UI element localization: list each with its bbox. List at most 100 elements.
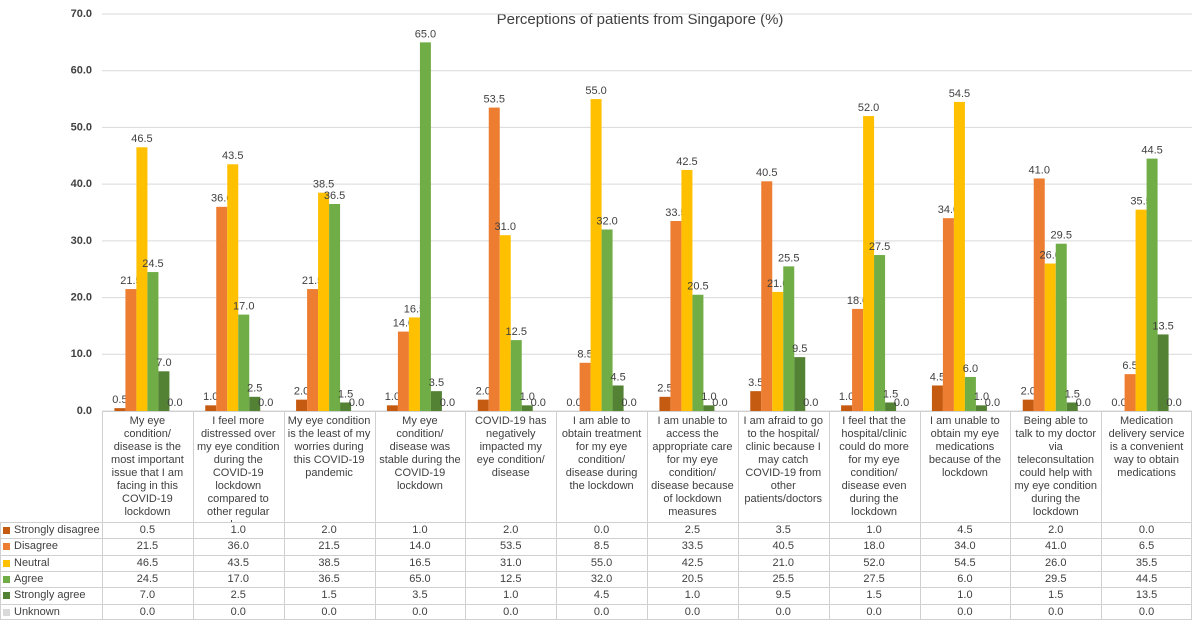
- table-cell: 29.5: [1045, 573, 1067, 585]
- table-cell: 21.5: [136, 540, 159, 553]
- data-label: 4.5: [610, 371, 625, 383]
- legend-entry: Disagree: [0, 538, 102, 554]
- bar: [205, 405, 217, 411]
- table-cell: 6.5: [1138, 540, 1155, 553]
- table-cell: 36.5: [318, 573, 340, 585]
- table-vline: [556, 411, 558, 620]
- data-label: 42.5: [676, 156, 697, 168]
- table-cell: 0.0: [1048, 605, 1064, 618]
- table-vline: [465, 411, 467, 620]
- data-label: 34.0: [938, 204, 959, 216]
- bar: [975, 405, 987, 411]
- table-cell: 0.0: [957, 605, 973, 618]
- data-label: 0.0: [566, 397, 581, 409]
- bar: [318, 192, 330, 411]
- data-label: 1.0: [839, 391, 854, 403]
- table-hline: [0, 603, 1192, 605]
- table-vline: [647, 411, 648, 620]
- table-vline: [1101, 411, 1103, 620]
- table-cell: 4.5: [593, 589, 610, 602]
- bar: [386, 405, 398, 411]
- table-vline: [102, 411, 103, 620]
- data-label: 46.5: [131, 133, 152, 145]
- bar: [692, 294, 704, 411]
- bar: [125, 289, 137, 411]
- category-label: COVID-19 has negatively impacted my eye …: [474, 415, 547, 479]
- bar: [158, 371, 170, 411]
- table-cell: 1.0: [230, 524, 246, 536]
- data-label: 27.5: [869, 241, 890, 253]
- data-label: 0.0: [531, 397, 546, 409]
- legend-entry: Agree: [0, 571, 102, 587]
- data-label: 26.0: [1040, 249, 1061, 261]
- table-cell: 13.5: [1135, 589, 1158, 602]
- data-label: 36.0: [211, 193, 232, 205]
- table-cell: 1.5: [321, 589, 337, 602]
- bar: [852, 308, 864, 411]
- table-hline: [0, 538, 1192, 540]
- bar: [1135, 209, 1147, 411]
- bar: [1055, 243, 1067, 411]
- table-vline: [192, 411, 194, 620]
- bar: [681, 169, 693, 411]
- bar: [296, 399, 308, 411]
- table-cell: 1.5: [866, 589, 882, 602]
- bar: [408, 317, 420, 411]
- table-cell: 14.0: [409, 540, 431, 553]
- data-label: 4.5: [930, 371, 945, 383]
- bar: [397, 331, 409, 411]
- table-cell: 0.0: [1138, 524, 1155, 536]
- legend-entry: Strongly agree: [0, 587, 102, 603]
- category-label: Being able to talk to my doctor via tele…: [1014, 415, 1098, 518]
- data-label: 9.5: [792, 343, 807, 355]
- bar: [238, 314, 250, 411]
- legend-swatch: [3, 559, 10, 567]
- data-label: 44.5: [1141, 145, 1162, 157]
- data-label: 38.5: [313, 179, 334, 191]
- table-vline: [828, 411, 830, 620]
- table-hline: [0, 522, 1192, 523]
- bar: [953, 101, 965, 412]
- bar: [430, 391, 442, 411]
- legend-entry: Strongly disagree: [0, 522, 102, 538]
- bar: [147, 272, 159, 411]
- data-label: 2.5: [657, 383, 672, 395]
- data-label: 40.5: [756, 167, 777, 179]
- data-label: 1.5: [883, 388, 898, 400]
- table-cell: 1.0: [957, 589, 973, 602]
- data-label: 0.0: [894, 397, 909, 409]
- data-label: 53.5: [484, 93, 505, 105]
- table-cell: 2.5: [230, 589, 246, 602]
- table-cell: 17.0: [227, 573, 249, 585]
- category-label: I am unable to access the appropriate ca…: [651, 415, 734, 518]
- bar: [761, 181, 773, 411]
- table-hline: [102, 411, 1192, 412]
- table-cell: 1.0: [412, 524, 428, 536]
- table-cell: 52.0: [863, 556, 885, 569]
- legend-entry: Unknown: [0, 604, 102, 620]
- bar: [114, 408, 126, 411]
- table-cell: 0.0: [593, 605, 610, 618]
- table-cell: 0.0: [684, 605, 701, 618]
- bar: [750, 391, 762, 411]
- data-label: 24.5: [142, 258, 163, 270]
- table-cell: 3.5: [412, 589, 428, 602]
- bar: [590, 99, 602, 412]
- table-cell: 0.0: [230, 605, 246, 618]
- category-label: My eye condition/ disease was stable dur…: [379, 415, 461, 492]
- data-label: 0.0: [1111, 397, 1126, 409]
- bar: [703, 405, 715, 411]
- data-label: 52.0: [858, 102, 879, 114]
- table-cell: 35.5: [1135, 556, 1158, 569]
- table-cell: 21.5: [318, 540, 340, 553]
- category-label: Medication delivery service is a conveni…: [1108, 415, 1185, 479]
- data-label: 1.0: [520, 391, 535, 403]
- data-label: 21.5: [302, 275, 323, 287]
- y-tick-label: 50.0: [71, 121, 92, 133]
- bar: [227, 164, 239, 411]
- data-label: 21.5: [120, 275, 141, 287]
- data-label: 1.0: [385, 391, 400, 403]
- y-tick-label: 40.0: [71, 178, 92, 190]
